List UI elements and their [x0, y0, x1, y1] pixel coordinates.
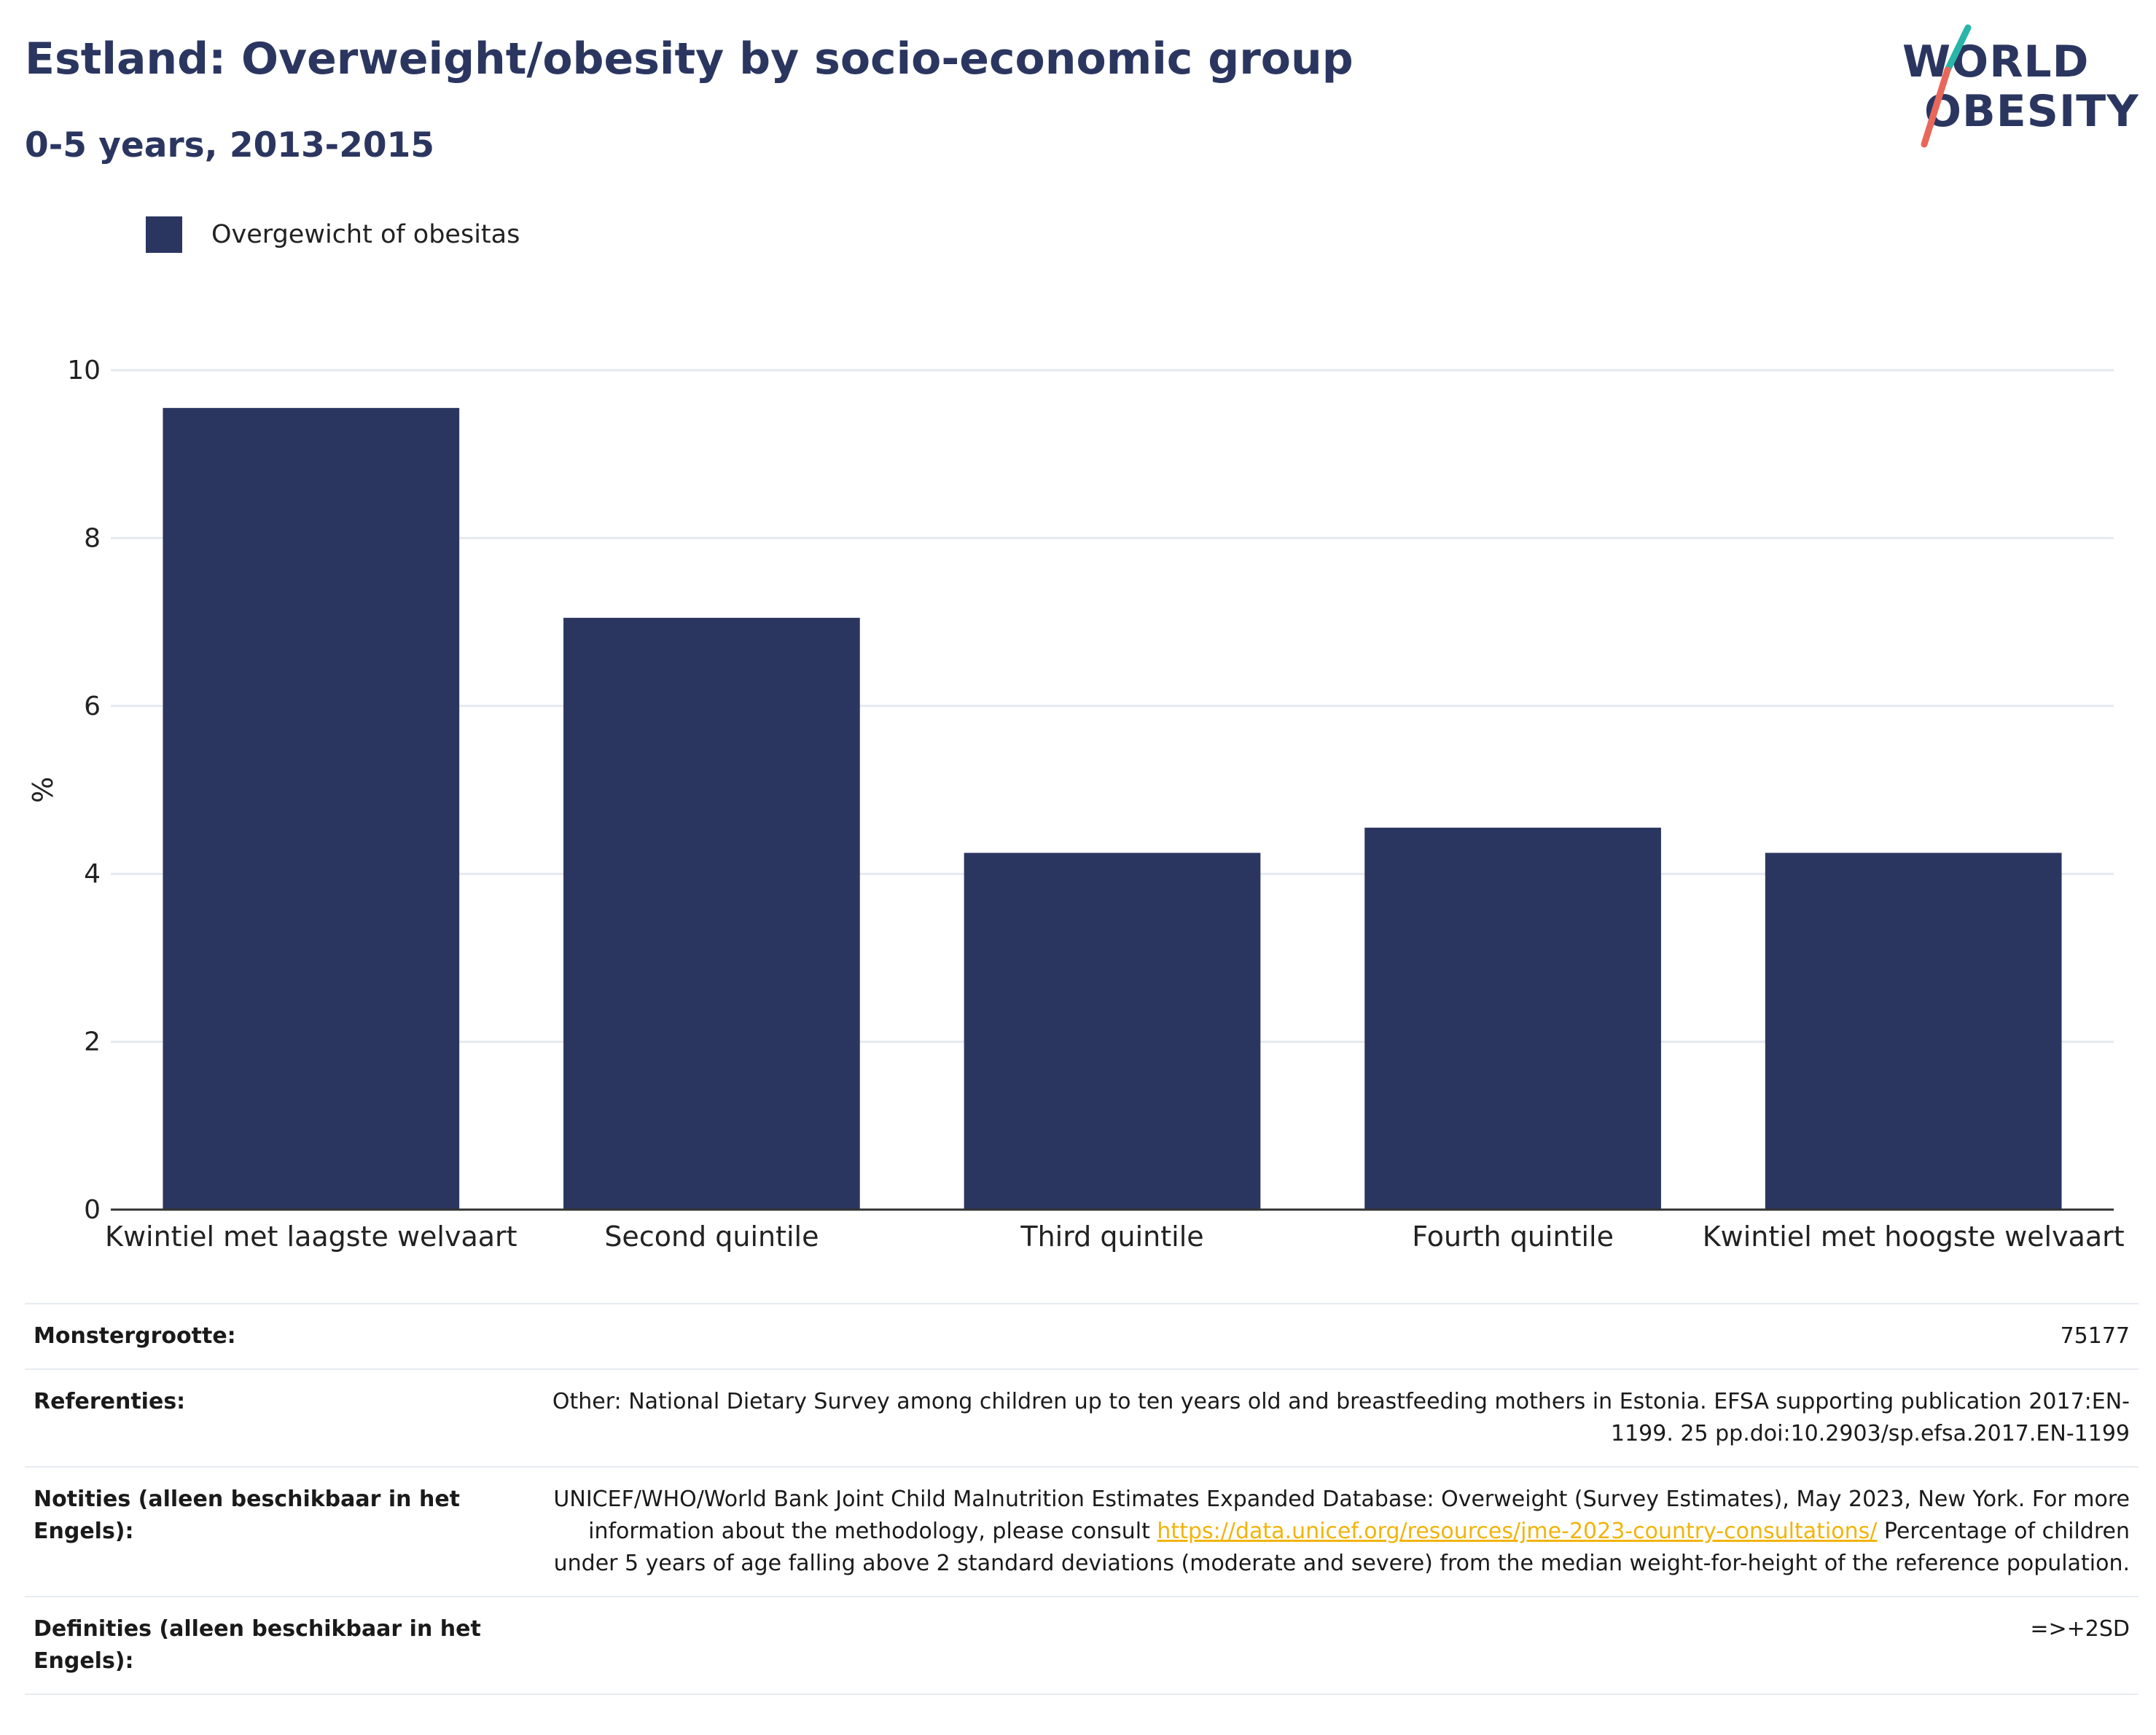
logo-word-obesity: OBESITY — [1924, 86, 2139, 137]
notes-row: Notities (alleen beschikbaar in het Enge… — [25, 1466, 2139, 1597]
y-tick-label: 10 — [67, 356, 101, 385]
sample-size-row: Monstergrootte: 75177 — [25, 1303, 2139, 1369]
bar — [563, 617, 860, 1210]
chart-legend: Overgewicht of obesitas — [146, 216, 520, 254]
notes-text-2: Percentage of children under 5 years of … — [553, 1519, 2130, 1576]
sample-size-value: 75177 — [509, 1303, 2139, 1369]
logo-slash-icon — [1921, 24, 1972, 148]
y-tick-label: 6 — [84, 692, 101, 721]
bar — [1765, 853, 2062, 1210]
y-axis-label: % — [27, 777, 59, 803]
y-tick-label: 8 — [84, 523, 101, 553]
y-tick-label: 4 — [84, 859, 101, 889]
definitions-value: =>+2SD — [509, 1596, 2139, 1695]
definitions-row: Definities (alleen beschikbaar in het En… — [25, 1596, 2139, 1695]
definitions-label: Definities (alleen beschikbaar in het En… — [25, 1596, 509, 1695]
bar — [964, 853, 1261, 1210]
x-tick-label: Third quintile — [1020, 1221, 1203, 1253]
notes-label: Notities (alleen beschikbaar in het Enge… — [25, 1466, 509, 1597]
references-row: Referenties: Other: National Dietary Sur… — [25, 1368, 2139, 1467]
y-tick-label: 0 — [84, 1195, 101, 1225]
x-tick-label: Second quintile — [604, 1221, 819, 1253]
references-value: Other: National Dietary Survey among chi… — [509, 1368, 2139, 1467]
info-table: Monstergrootte: 75177 Referenties: Other… — [25, 1303, 2139, 1695]
chart-title: Estland: Overweight/obesity by socio-eco… — [25, 34, 1354, 85]
sample-size-label: Monstergrootte: — [25, 1303, 509, 1369]
notes-text-1: UNICEF/WHO/World Bank Joint Child Malnut… — [553, 1487, 2130, 1544]
world-obesity-logo: WORLD OBESITY — [1902, 22, 2143, 153]
notes-value: UNICEF/WHO/World Bank Joint Child Malnut… — [509, 1466, 2139, 1597]
bar — [163, 407, 460, 1210]
logo-word-world: WORLD — [1902, 36, 2090, 87]
notes-link[interactable]: https://data.unicef.org/resources/jme-20… — [1157, 1519, 1878, 1544]
references-label: Referenties: — [25, 1368, 509, 1467]
x-tick-label: Kwintiel met hoogste welvaart — [1703, 1221, 2125, 1253]
x-tick-label: Kwintiel met laagste welvaart — [105, 1221, 517, 1253]
legend-swatch — [146, 216, 182, 253]
bar — [1364, 827, 1661, 1210]
bar-chart: 0 2 4 6 8 10% Kwintiel met laagste welvaart Sec… — [27, 356, 2125, 1253]
legend-label: Overgewicht of obesitas — [211, 220, 520, 249]
x-tick-label: Fourth quintile — [1412, 1221, 1614, 1253]
y-tick-label: 2 — [84, 1027, 101, 1057]
chart-subtitle: 0-5 years, 2013-2015 — [25, 125, 435, 165]
